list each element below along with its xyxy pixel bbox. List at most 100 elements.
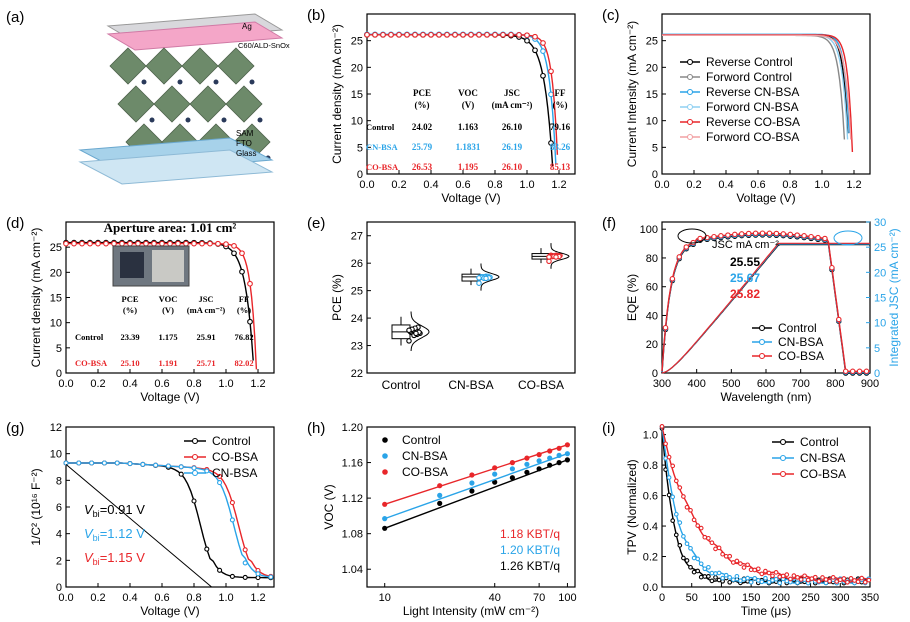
data-point <box>779 438 787 446</box>
table-cell: 1.1831 <box>456 142 481 152</box>
y-tick-label: 0.8 <box>643 460 658 472</box>
data-point <box>268 574 274 580</box>
octahedron <box>181 47 219 85</box>
data-point <box>709 570 715 576</box>
panel-label: (g) <box>6 420 24 437</box>
slope-label: 1.20 KBT/q <box>500 543 560 557</box>
table-cell: 25.79 <box>412 142 433 152</box>
data-point <box>242 547 248 553</box>
data-point <box>153 462 159 468</box>
density-curve <box>550 243 570 269</box>
x-tick-label: 0.0 <box>359 179 374 191</box>
data-point <box>834 579 840 584</box>
panel-b: 0.0 0.2 0.4 0.6 0.8 1.0 1.2 0 5 10 15 20 25 Voltage (… <box>307 7 576 205</box>
data-point <box>698 525 704 531</box>
atom <box>141 79 147 85</box>
data-point <box>437 492 443 498</box>
fit-line <box>384 453 568 520</box>
data-point <box>686 58 694 66</box>
y-tick-label: 5 <box>357 142 363 154</box>
x-tick-label: 0.8 <box>782 179 797 191</box>
data-point <box>706 564 711 570</box>
y-tick-label: 10 <box>646 116 658 128</box>
data-point <box>546 254 552 260</box>
data-point <box>406 327 412 334</box>
data-point <box>564 457 571 463</box>
octahedron <box>145 47 183 85</box>
fit-line <box>65 463 212 588</box>
data-point <box>191 498 197 504</box>
data-point <box>706 574 711 579</box>
y-axis-label: Current density (mA cm⁻²) <box>330 24 344 164</box>
y2-tick-label: 0 <box>874 368 880 380</box>
layer-label: C60/ALD-SnOx <box>238 41 290 50</box>
y-tick-label: 0.2 <box>643 552 658 564</box>
data-point <box>758 338 766 346</box>
table-cell: 26.19 <box>502 142 523 152</box>
data-point <box>773 570 779 575</box>
data-point <box>823 577 829 582</box>
data-point <box>548 68 554 75</box>
x-tick-label: Control <box>382 378 421 392</box>
data-point <box>677 520 683 525</box>
data-point <box>191 465 197 471</box>
octahedron <box>189 85 227 123</box>
data-point <box>663 441 668 447</box>
data-point <box>836 316 842 323</box>
panel-g: 0.0 0.2 0.4 0.6 0.8 1.0 1.2 0 2 4 6 8 10 12 Voltage (V… <box>6 420 275 618</box>
x-axis-label: Wavelength (nm) <box>721 390 812 404</box>
table-header: JSC <box>504 88 520 98</box>
data-point <box>677 485 683 490</box>
data-point <box>709 540 715 546</box>
x-tick-label: 0.0 <box>58 378 73 390</box>
data-point <box>695 556 701 562</box>
x-tick-label: 40 <box>489 592 501 604</box>
legend-marker <box>382 469 388 475</box>
x-tick-label: 400 <box>687 378 705 390</box>
data-point <box>532 47 538 54</box>
data-point <box>469 488 475 494</box>
data-point <box>720 551 725 557</box>
density-curve <box>410 311 430 351</box>
legend-label: Control <box>212 434 251 448</box>
y-tick-label: 22 <box>351 368 363 380</box>
x-tick-label: 1.2 <box>551 179 566 191</box>
data-point <box>773 576 779 582</box>
x-tick-label: 0.2 <box>686 179 701 191</box>
data-point <box>784 572 790 577</box>
data-point <box>79 240 85 247</box>
data-point <box>816 578 822 584</box>
y-tick-label: 5 <box>652 142 658 154</box>
data-point <box>247 280 253 287</box>
data-point <box>76 460 82 466</box>
y-tick-label: 27 <box>351 231 363 243</box>
data-point <box>711 233 717 240</box>
table-row-name: Control <box>75 332 104 342</box>
data-point <box>509 466 515 472</box>
jsc-value: 25.55 <box>730 255 760 269</box>
table-cell: 1.191 <box>158 358 177 368</box>
data-point <box>151 240 157 247</box>
panel-label: (h) <box>307 420 325 437</box>
y2-tick-label: 30 <box>874 217 886 229</box>
data-point <box>452 31 458 38</box>
data-point <box>663 467 668 472</box>
octahedron <box>117 85 155 123</box>
data-point <box>681 534 686 539</box>
integrated-jsc-curve <box>661 244 870 374</box>
atom <box>177 79 183 85</box>
data-point <box>413 330 419 337</box>
x-tick-label: 150 <box>742 592 760 604</box>
table-cell: 1.175 <box>158 332 177 342</box>
table-cell: 1.195 <box>458 162 479 172</box>
data-point <box>239 268 245 275</box>
data-point <box>745 575 750 581</box>
y-tick-label: 0.0 <box>643 582 658 594</box>
data-point <box>548 140 554 146</box>
chart-title: Aperture area: 1.01 cm² <box>104 220 237 235</box>
data-point <box>730 560 736 565</box>
x-tick-label: 10 <box>379 592 391 604</box>
data-point <box>686 133 694 141</box>
y-tick-label: 15 <box>50 293 62 305</box>
x-tick-label: 0.0 <box>654 179 669 191</box>
